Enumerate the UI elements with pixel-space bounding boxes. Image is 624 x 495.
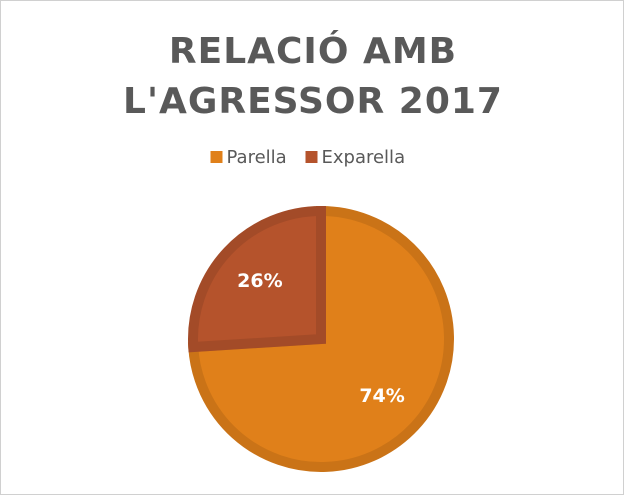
legend-label: Parella bbox=[227, 147, 287, 168]
data-label: 26% bbox=[237, 270, 282, 292]
pie-slice bbox=[188, 205, 326, 353]
legend-swatch bbox=[210, 151, 223, 163]
chart-title: RELACIÓ AMB L'AGRESSOR 2017 bbox=[123, 31, 503, 122]
legend-swatch bbox=[305, 151, 318, 163]
legend-label: Exparella bbox=[322, 147, 406, 168]
data-label: 74% bbox=[359, 385, 404, 407]
